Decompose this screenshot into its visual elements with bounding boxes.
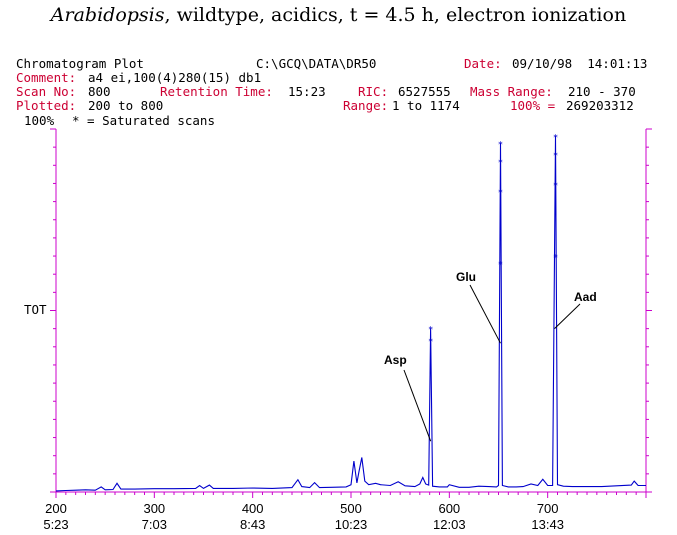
- leader-line-glu: [469, 284, 501, 344]
- title-description: , wildtype, acidics, t = 4.5 h, electron…: [164, 4, 627, 26]
- range-value: 1 to 1174: [392, 98, 460, 113]
- x-tick-label-scan: 300: [143, 501, 165, 516]
- y-axis-label: TOT: [24, 302, 47, 317]
- date-value: 09/10/98 14:01:13: [512, 56, 648, 71]
- x-tick-label-scan: 200: [45, 501, 67, 516]
- saturated-marker: *: [498, 141, 503, 151]
- saturated-marker: *: [498, 189, 503, 199]
- x-tick-label-scan: 700: [537, 501, 559, 516]
- saturated-marker: *: [428, 326, 433, 336]
- saturated-marker: *: [553, 181, 558, 191]
- x-tick-label-time: 10:23: [335, 517, 368, 532]
- peak-label-glu: Glu: [456, 270, 476, 284]
- mass-range-value: 210 - 370: [568, 84, 636, 99]
- comment-value: a4 ei,100(4)280(15) db1: [88, 70, 262, 85]
- pct-label: 100% =: [510, 98, 556, 113]
- saturated-marker: *: [428, 338, 433, 348]
- mass-range-label: Mass Range:: [470, 84, 553, 99]
- x-tick-label-time: 5:23: [43, 517, 68, 532]
- peak-label-asp: Asp: [384, 353, 407, 367]
- title-species: Arabidopsis: [50, 4, 165, 26]
- x-tick-label-scan: 400: [242, 501, 264, 516]
- date-label: Date:: [464, 56, 502, 71]
- scan-value: 800: [88, 84, 111, 99]
- scan-label: Scan No:: [16, 84, 77, 99]
- saturated-note: * = Saturated scans: [72, 113, 215, 128]
- scale-top-label: 100%: [24, 113, 55, 128]
- plotted-value: 200 to 800: [88, 98, 164, 113]
- saturated-marker: *: [553, 151, 558, 161]
- chromatogram-trace: [55, 136, 646, 492]
- x-tick-label-scan: 600: [438, 501, 460, 516]
- chart-title: Arabidopsis, wildtype, acidics, t = 4.5 …: [0, 4, 677, 26]
- retention-label: Retention Time:: [160, 84, 273, 99]
- x-tick-label-time: 12:03: [433, 517, 466, 532]
- plot-name: Chromatogram Plot: [16, 56, 144, 71]
- pct-value: 269203312: [566, 98, 634, 113]
- saturated-marker: *: [498, 261, 503, 271]
- x-tick-label-scan: 500: [340, 501, 362, 516]
- plotted-label: Plotted:: [16, 98, 77, 113]
- file-path: C:\GCQ\DATA\DR50: [256, 56, 377, 71]
- ric-label: RIC:: [358, 84, 389, 99]
- leader-line-aad: [554, 303, 581, 330]
- peak-label-aad: Aad: [574, 290, 597, 304]
- ric-value: 6527555: [398, 84, 451, 99]
- leader-line-asp: [403, 369, 432, 442]
- x-tick-label-time: 7:03: [142, 517, 167, 532]
- saturated-marker: *: [553, 133, 558, 143]
- comment-label: Comment:: [16, 70, 77, 85]
- range-label: Range:: [343, 98, 389, 113]
- saturated-marker: *: [498, 159, 503, 169]
- x-tick-label-time: 13:43: [531, 517, 564, 532]
- saturated-marker: *: [553, 253, 558, 263]
- retention-value: 15:23: [288, 84, 326, 99]
- x-tick-label-time: 8:43: [240, 517, 265, 532]
